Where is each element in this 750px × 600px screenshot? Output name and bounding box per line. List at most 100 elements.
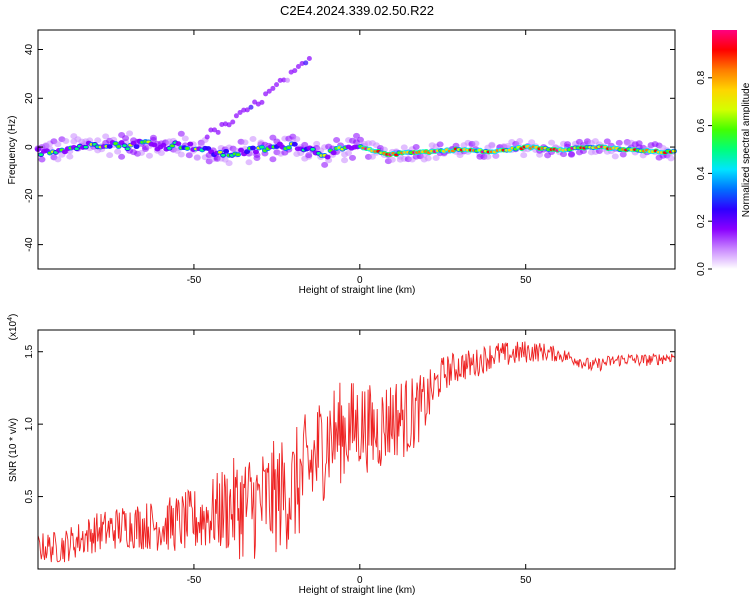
spectrogram-cell: [270, 85, 276, 91]
snr-y-tick-label: 1.0: [24, 417, 35, 431]
spectrogram-cell: [313, 140, 321, 147]
snr-panel: -50 0 50 0.5 1.0 1.5 Height of straight line …: [7, 314, 676, 596]
spectrogram-cell: [248, 104, 254, 110]
spectrogram-cell: [215, 129, 221, 135]
spectrogram-x-tick-label: 0: [357, 275, 363, 286]
spectrogram-cell: [160, 142, 167, 148]
spectrogram-cell: [276, 141, 283, 147]
spectrogram-cell: [324, 154, 331, 160]
spectrogram-cell: [249, 145, 256, 151]
spectrogram-cell: [306, 56, 312, 62]
spectrogram-cell: [226, 122, 232, 128]
spectrogram-cell: [310, 147, 315, 151]
spectrogram-cell: [528, 139, 536, 146]
snr-marks: [37, 341, 676, 563]
spectrogram-cell: [368, 153, 376, 160]
colorbar-tick-label: 0.0: [696, 262, 707, 276]
spectrogram-cell: [611, 153, 619, 160]
spectrogram-cell: [436, 141, 444, 148]
spectrogram-cell: [284, 77, 290, 83]
snr-scale-label: (x104): [7, 314, 19, 341]
colorbar-gradient: [712, 30, 737, 269]
snr-x-axis-title: Height of straight line (km): [299, 585, 416, 596]
colorbar-tick-label: 0.2: [696, 214, 707, 228]
spectrogram-cell: [133, 144, 140, 150]
spectrogram-cell: [241, 107, 247, 113]
spectrogram-cell: [567, 151, 575, 158]
spectrogram-cell: [94, 137, 102, 144]
spectrogram-cell: [349, 154, 357, 161]
snr-x-tick-label: 0: [357, 575, 363, 586]
spectrogram-cell: [244, 107, 250, 113]
snr-x-tick-label: -50: [187, 575, 202, 586]
snr-frame: [37, 329, 676, 570]
spectrogram-cell: [233, 113, 239, 119]
spectrogram-cell: [122, 135, 130, 142]
spectrogram-cell: [520, 152, 528, 159]
spectrogram-cell: [106, 152, 114, 159]
spectrogram-cell: [193, 154, 201, 161]
spectrogram-cell: [217, 150, 223, 154]
spectrogram-cell: [305, 152, 313, 159]
spectrogram-cell: [252, 149, 259, 155]
spectrogram-cell: [252, 99, 258, 105]
spectrogram-cell: [181, 135, 189, 142]
spectrogram-cell: [62, 138, 70, 145]
spectrogram-cell: [116, 145, 121, 148]
spectrogram-cell: [170, 144, 175, 148]
spectrogram-cell: [177, 130, 185, 137]
colorbar-tick-label: 0.6: [696, 118, 707, 132]
spectrogram-x-tick-label: -50: [187, 275, 202, 286]
spectrogram-cell: [106, 144, 113, 149]
spectrogram-cell: [259, 99, 265, 105]
spectrogram-cell: [220, 153, 226, 157]
spectrogram-cell: [230, 119, 236, 125]
spectrogram-x-tick-label: 50: [520, 275, 532, 286]
colorbar-tick-label: 0.8: [696, 70, 707, 84]
spectrogram-cell: [126, 130, 134, 137]
spectrogram-cell: [208, 127, 214, 133]
spectrogram-cell: [516, 138, 524, 145]
spectrogram-cell: [615, 139, 623, 146]
spectrogram-cell: [277, 77, 283, 83]
spectrogram-panel: -50 0 50 -40 -20 0 20 40 Height of straight lin…: [7, 29, 678, 296]
spectrogram-y-tick-label: 20: [24, 92, 35, 104]
spectrogram-cell: [157, 149, 165, 156]
spectrogram-cell: [400, 144, 408, 151]
colorbar-tick-label: 0.4: [696, 166, 707, 180]
spectrogram-cell: [345, 149, 353, 156]
spectrogram-cell: [484, 153, 492, 160]
spectrogram-cell: [293, 136, 301, 143]
spectrogram-cell: [223, 148, 230, 154]
spectrogram-y-axis-title: Frequency (Hz): [7, 116, 18, 185]
spectrogram-cell: [175, 141, 182, 147]
spectrogram-cell: [492, 153, 500, 160]
spectrogram-cell: [286, 146, 292, 149]
spectrogram-cell: [292, 68, 298, 74]
spectrogram-cell: [197, 141, 205, 148]
snr-scale-exponent: 4: [7, 317, 14, 321]
spectrogram-cell: [113, 142, 118, 145]
spectrogram-cell: [303, 60, 309, 66]
spectrogram-cell: [118, 153, 126, 160]
spectrogram-cell: [301, 141, 309, 148]
spectrogram-cell: [259, 145, 265, 149]
spectrogram-cell: [619, 151, 627, 158]
spectrogram-cell: [356, 136, 364, 143]
spectrogram-cell: [432, 155, 440, 162]
spectrogram-cell: [321, 161, 329, 168]
spectrogram-cell: [281, 77, 287, 83]
spectrogram-cell: [185, 152, 193, 159]
spectrogram-cell: [204, 134, 210, 140]
spectrogram-cell: [212, 127, 218, 133]
spectrogram-cell: [125, 147, 130, 151]
spectrogram-y-tick-label: 0: [24, 144, 35, 150]
chart-title: C2E4.2024.339.02.50.R22: [280, 3, 434, 18]
spectrogram-cell: [295, 63, 301, 69]
spectrogram-cell: [333, 136, 341, 143]
spectrogram-cell: [472, 140, 480, 147]
spectrogram-cell: [269, 134, 277, 141]
spectrogram-y-tick-label: -20: [24, 188, 35, 203]
spectrogram-cell: [237, 110, 243, 116]
spectrogram-cell: [388, 156, 396, 163]
